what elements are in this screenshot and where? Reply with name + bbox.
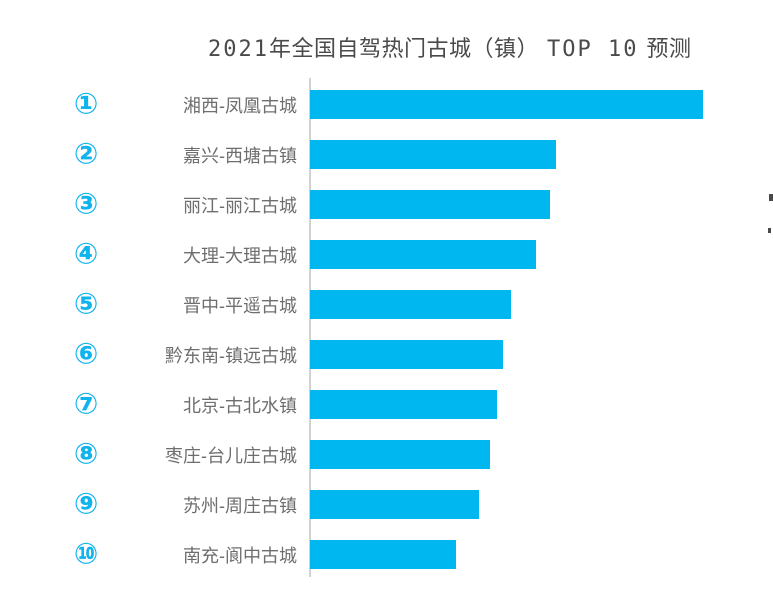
rank-badge: ⑤	[73, 288, 99, 321]
bar	[310, 540, 456, 569]
category-axis-line	[309, 78, 311, 577]
category-label: 丽江-丽江古城	[183, 196, 297, 216]
chart-row: ② 嘉兴-西塘古镇	[0, 130, 773, 180]
bar	[310, 90, 703, 119]
rank-badge: ③	[73, 188, 99, 221]
title-segment-top10: TOP 10	[547, 37, 639, 62]
chart-row: ④ 大理-大理古城	[0, 230, 773, 280]
category-label: 枣庄-台儿庄古城	[165, 446, 297, 466]
category-label: 苏州-周庄古镇	[183, 496, 297, 516]
clipped-edge-mark	[769, 194, 773, 201]
title-segment-cjk: 年全国自驾热门古城（镇）	[268, 36, 539, 61]
category-label: 晋中-平遥古城	[183, 296, 297, 316]
chart-row: ⑦ 北京-古北水镇	[0, 380, 773, 430]
chart-title: 2021年全国自驾热门古城（镇） TOP 10 预测	[208, 31, 692, 63]
rank-badge: ⑨	[73, 488, 99, 521]
title-segment-year: 2021	[208, 37, 269, 62]
category-label: 湘西-凤凰古城	[183, 96, 297, 116]
rank-badge: ②	[73, 138, 99, 171]
category-label: 北京-古北水镇	[183, 396, 297, 416]
chart-row: ⑤ 晋中-平遥古城	[0, 280, 773, 330]
bar	[310, 140, 556, 169]
bar	[310, 190, 550, 219]
category-label: 南充-阆中古城	[183, 546, 297, 566]
bar	[310, 440, 490, 469]
rank-badge: ⑩	[73, 538, 99, 571]
chart-row: ⑥ 黔东南-镇远古城	[0, 330, 773, 380]
chart-row: ⑨ 苏州-周庄古镇	[0, 480, 773, 530]
category-label: 嘉兴-西塘古镇	[183, 146, 297, 166]
chart-row: ⑧ 枣庄-台儿庄古城	[0, 430, 773, 480]
bar	[310, 240, 536, 269]
rank-badge: ⑧	[73, 438, 99, 471]
bar	[310, 340, 503, 369]
chart-row: ⑩ 南充-阆中古城	[0, 530, 773, 580]
rank-badge: ④	[73, 238, 99, 271]
rank-badge: ①	[73, 88, 99, 121]
bar	[310, 390, 497, 419]
title-segment-forecast: 预测	[646, 36, 692, 61]
chart-row: ③ 丽江-丽江古城	[0, 180, 773, 230]
bar	[310, 490, 479, 519]
category-label: 黔东南-镇远古城	[165, 346, 297, 366]
rank-badge: ⑦	[73, 388, 99, 421]
rank-badge: ⑥	[73, 338, 99, 371]
clipped-edge-mark	[768, 228, 771, 233]
bar	[310, 290, 511, 319]
category-label: 大理-大理古城	[183, 246, 297, 266]
chart-row: ① 湘西-凤凰古城	[0, 80, 773, 130]
